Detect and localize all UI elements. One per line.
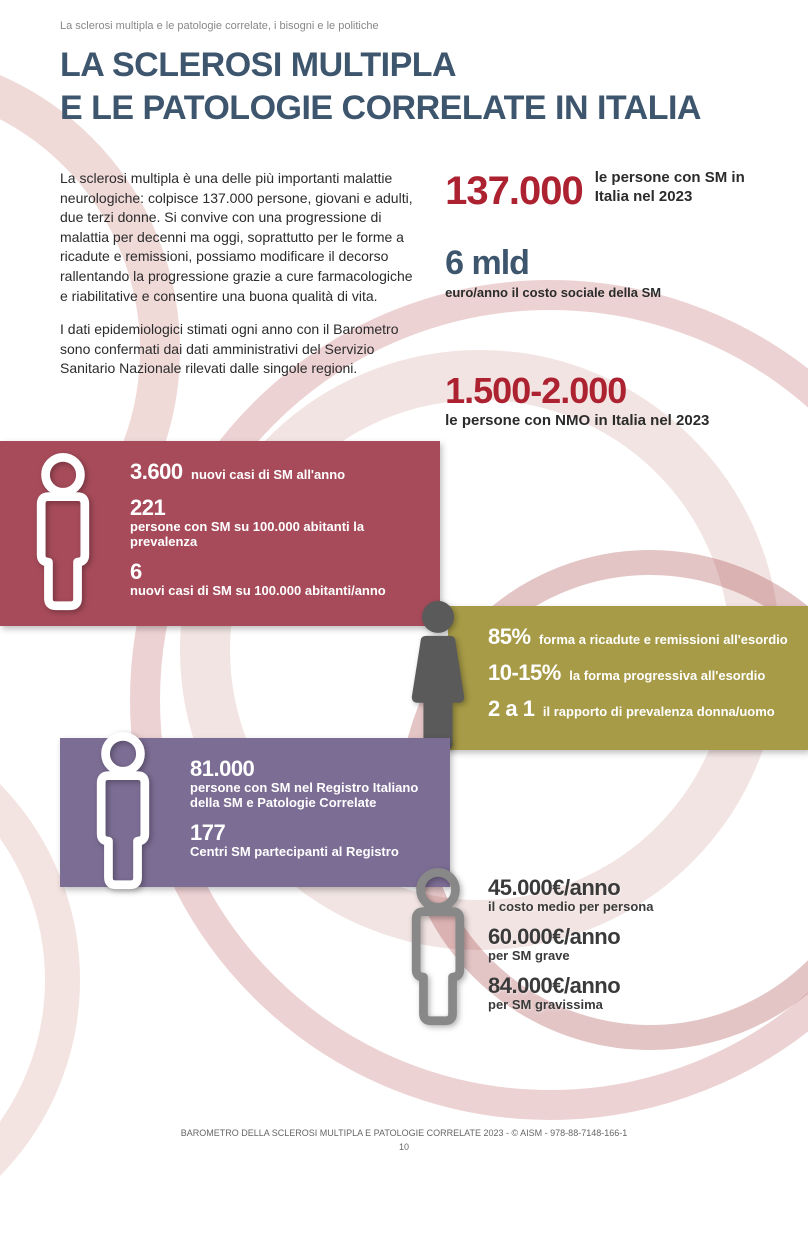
card-forms: 85% forma a ricadute e remissioni all'es… xyxy=(448,606,808,750)
stat-text: per SM gravissima xyxy=(488,997,788,1012)
stat-number: 10-15% xyxy=(488,660,561,686)
person-icon xyxy=(393,868,483,1028)
info-cards: 3.600 nuovi casi di SM all'anno 221 perso… xyxy=(0,441,808,1040)
stat-cost: 6 mld euro/anno il costo sociale della S… xyxy=(445,244,768,300)
card-registry: 81.000 persone con SM nel Registro Itali… xyxy=(60,738,450,887)
section-eyebrow: La sclerosi multipla e le patologie corr… xyxy=(60,20,768,32)
stat-number: 3.600 xyxy=(130,459,183,485)
stat-text: nuovi casi di SM all'anno xyxy=(191,467,345,482)
card-costs: 45.000€/anno il costo medio per persona 6… xyxy=(448,857,808,1040)
page-title: LA SCLEROSI MULTIPLA E LE PATOLOGIE CORR… xyxy=(60,44,768,129)
stat-text: forma a ricadute e remissioni all'esordi… xyxy=(539,632,788,647)
card-lines: 81.000 persone con SM nel Registro Itali… xyxy=(190,756,430,859)
stat-number: 221 xyxy=(130,495,165,521)
stat-number: 45.000€/anno xyxy=(488,875,620,901)
top-stats-column: 137.000 le persone con SM in Italia nel … xyxy=(435,169,768,431)
intro-text: La sclerosi multipla è una delle più imp… xyxy=(60,169,415,431)
intro-paragraph-2: I dati epidemiologici stimati ogni anno … xyxy=(60,320,415,379)
stat-number: 84.000€/anno xyxy=(488,973,620,999)
person-icon xyxy=(393,598,483,758)
person-icon xyxy=(78,732,168,892)
intro-paragraph-1: La sclerosi multipla è una delle più imp… xyxy=(60,169,415,306)
stat-number: 60.000€/anno xyxy=(488,924,620,950)
stat-text: il rapporto di prevalenza donna/uomo xyxy=(543,704,775,719)
title-line-1: LA SCLEROSI MULTIPLA xyxy=(60,46,456,84)
card-lines: 3.600 nuovi casi di SM all'anno 221 perso… xyxy=(130,459,420,598)
person-icon xyxy=(18,453,108,613)
stat-number: 81.000 xyxy=(190,756,254,782)
stat-number: 85% xyxy=(488,624,531,650)
stat-label: le persone con NMO in Italia nel 2023 xyxy=(445,412,768,431)
footer: BAROMETRO DELLA SCLEROSI MULTIPLA E PATO… xyxy=(0,1128,808,1152)
card-lines: 85% forma a ricadute e remissioni all'es… xyxy=(488,624,788,722)
stat-value: 1.500-2.000 xyxy=(445,370,768,412)
stat-people-sm: 137.000 le persone con SM in Italia nel … xyxy=(445,169,768,214)
stat-value: 137.000 xyxy=(445,169,583,214)
stat-people-nmo: 1.500-2.000 le persone con NMO in Italia… xyxy=(445,370,768,431)
stat-text: nuovi casi di SM su 100.000 abitanti/ann… xyxy=(130,583,420,598)
stat-number: 2 a 1 xyxy=(488,696,534,722)
stat-text: il costo medio per persona xyxy=(488,899,788,914)
stat-value: 6 mld xyxy=(445,244,768,283)
card-lines: 45.000€/anno il costo medio per persona 6… xyxy=(488,875,788,1012)
stat-number: 6 xyxy=(130,559,142,585)
stat-label: le persone con SM in Italia nel 2023 xyxy=(595,169,768,207)
stat-text: Centri SM partecipanti al Registro xyxy=(190,844,430,859)
stat-text: persone con SM nel Registro Italiano del… xyxy=(190,780,430,810)
title-line-2: E LE PATOLOGIE CORRELATE IN ITALIA xyxy=(60,89,701,127)
stat-text: persone con SM su 100.000 abitanti la pr… xyxy=(130,519,420,549)
stat-text: la forma progressiva all'esordio xyxy=(569,668,765,683)
intro-row: La sclerosi multipla è una delle più imp… xyxy=(60,169,768,431)
page-number: 10 xyxy=(0,1142,808,1152)
stat-text: per SM grave xyxy=(488,948,788,963)
card-incidence: 3.600 nuovi casi di SM all'anno 221 perso… xyxy=(0,441,440,626)
stat-label: euro/anno il costo sociale della SM xyxy=(445,285,768,300)
stat-number: 177 xyxy=(190,820,225,846)
footer-text: BAROMETRO DELLA SCLEROSI MULTIPLA E PATO… xyxy=(0,1128,808,1138)
